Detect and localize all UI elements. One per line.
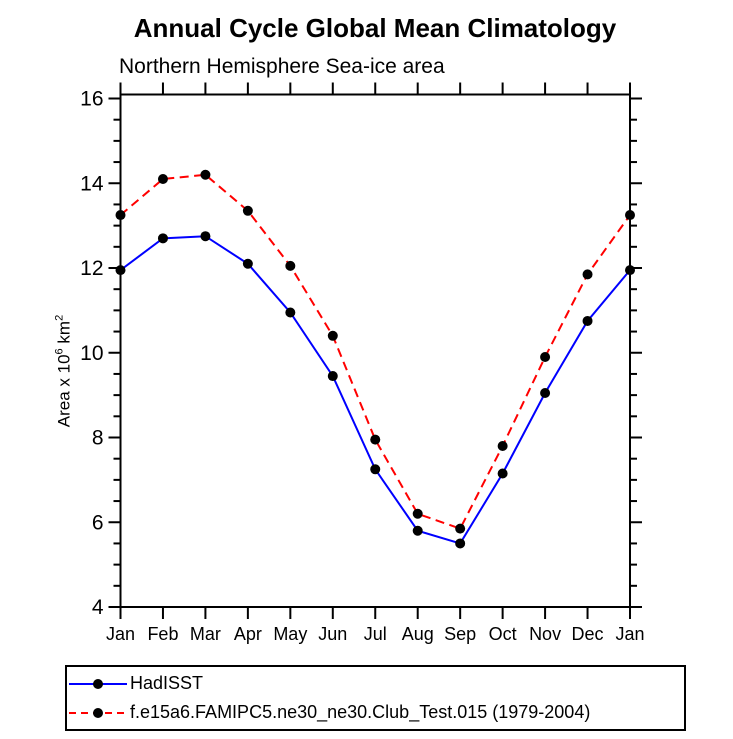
- data-point-series-1: [200, 169, 211, 180]
- page-title: Annual Cycle Global Mean Climatology: [133, 13, 617, 43]
- y-tick-label: 16: [80, 88, 103, 111]
- legend-entry-model: f.e15a6.FAMIPC5.ne30_ne30.Club_Test.015 …: [69, 698, 684, 727]
- x-tick-label: Dec: [572, 624, 604, 644]
- legend-label: HadISST: [130, 673, 204, 693]
- x-tick-label: Apr: [234, 624, 262, 644]
- plot-frame: [119, 93, 631, 608]
- legend-line-swatch-dashed: [69, 706, 127, 720]
- chart-subtitle: Northern Hemisphere Sea-ice area: [119, 55, 445, 78]
- legend-marker-dot: [93, 707, 103, 718]
- x-tick-label: Nov: [529, 624, 561, 644]
- x-tick-label: Jan: [106, 624, 135, 644]
- x-tick-label: Jan: [615, 624, 644, 644]
- data-point-series-0: [625, 265, 635, 276]
- data-point-series-1: [370, 434, 381, 445]
- y-tick-label: 12: [80, 257, 103, 280]
- series-line-1: [119, 173, 631, 530]
- data-point-series-0: [455, 538, 466, 549]
- x-tick-label: May: [273, 624, 307, 644]
- x-tick-label: Oct: [489, 624, 517, 644]
- data-point-series-0: [370, 464, 381, 475]
- data-point-series-1: [455, 523, 466, 534]
- legend-marker-dot: [93, 678, 103, 689]
- data-point-series-0: [115, 265, 126, 276]
- data-point-series-0: [242, 258, 253, 269]
- data-point-series-1: [115, 210, 126, 221]
- legend-label: f.e15a6.FAMIPC5.ne30_ne30.Club_Test.015 …: [130, 702, 591, 722]
- legend-entry-hadisst: HadISST: [69, 669, 684, 698]
- x-tick-label: Aug: [402, 624, 434, 644]
- series-line-0: [119, 235, 631, 545]
- legend-box: HadISST f.e15a6.FAMIPC5.ne30_ne30.Club_T…: [65, 665, 686, 731]
- data-point-series-1: [242, 205, 253, 216]
- data-point-series-1: [157, 174, 168, 185]
- data-point-series-0: [285, 307, 296, 318]
- data-point-series-0: [327, 371, 338, 382]
- data-point-series-0: [582, 315, 593, 326]
- legend-line-swatch-solid: [69, 677, 127, 691]
- data-point-series-1: [625, 210, 635, 221]
- data-point-series-1: [327, 330, 338, 341]
- legend-swatch-graphic: [69, 678, 127, 689]
- legend-swatch-graphic: [69, 707, 127, 718]
- x-tick-label: Feb: [147, 624, 178, 644]
- y-tick-label: 6: [92, 511, 104, 534]
- y-tick-label: 14: [80, 172, 104, 195]
- data-point-series-1: [582, 269, 593, 280]
- data-point-series-0: [157, 233, 168, 244]
- y-tick-label: 8: [92, 427, 104, 450]
- data-point-series-1: [285, 260, 296, 271]
- data-point-series-1: [412, 508, 423, 519]
- x-tick-label: Jun: [318, 624, 347, 644]
- data-point-series-0: [540, 388, 551, 399]
- data-point-series-0: [200, 231, 211, 242]
- data-point-series-0: [497, 468, 508, 479]
- data-point-series-1: [540, 351, 551, 362]
- y-tick-label: 10: [80, 342, 103, 365]
- x-tick-label: Sep: [444, 624, 476, 644]
- data-point-series-0: [412, 525, 423, 536]
- y-tick-label: 4: [92, 596, 104, 619]
- x-tick-label: Jul: [364, 624, 387, 644]
- data-point-series-1: [497, 440, 508, 451]
- x-tick-label: Mar: [190, 624, 221, 644]
